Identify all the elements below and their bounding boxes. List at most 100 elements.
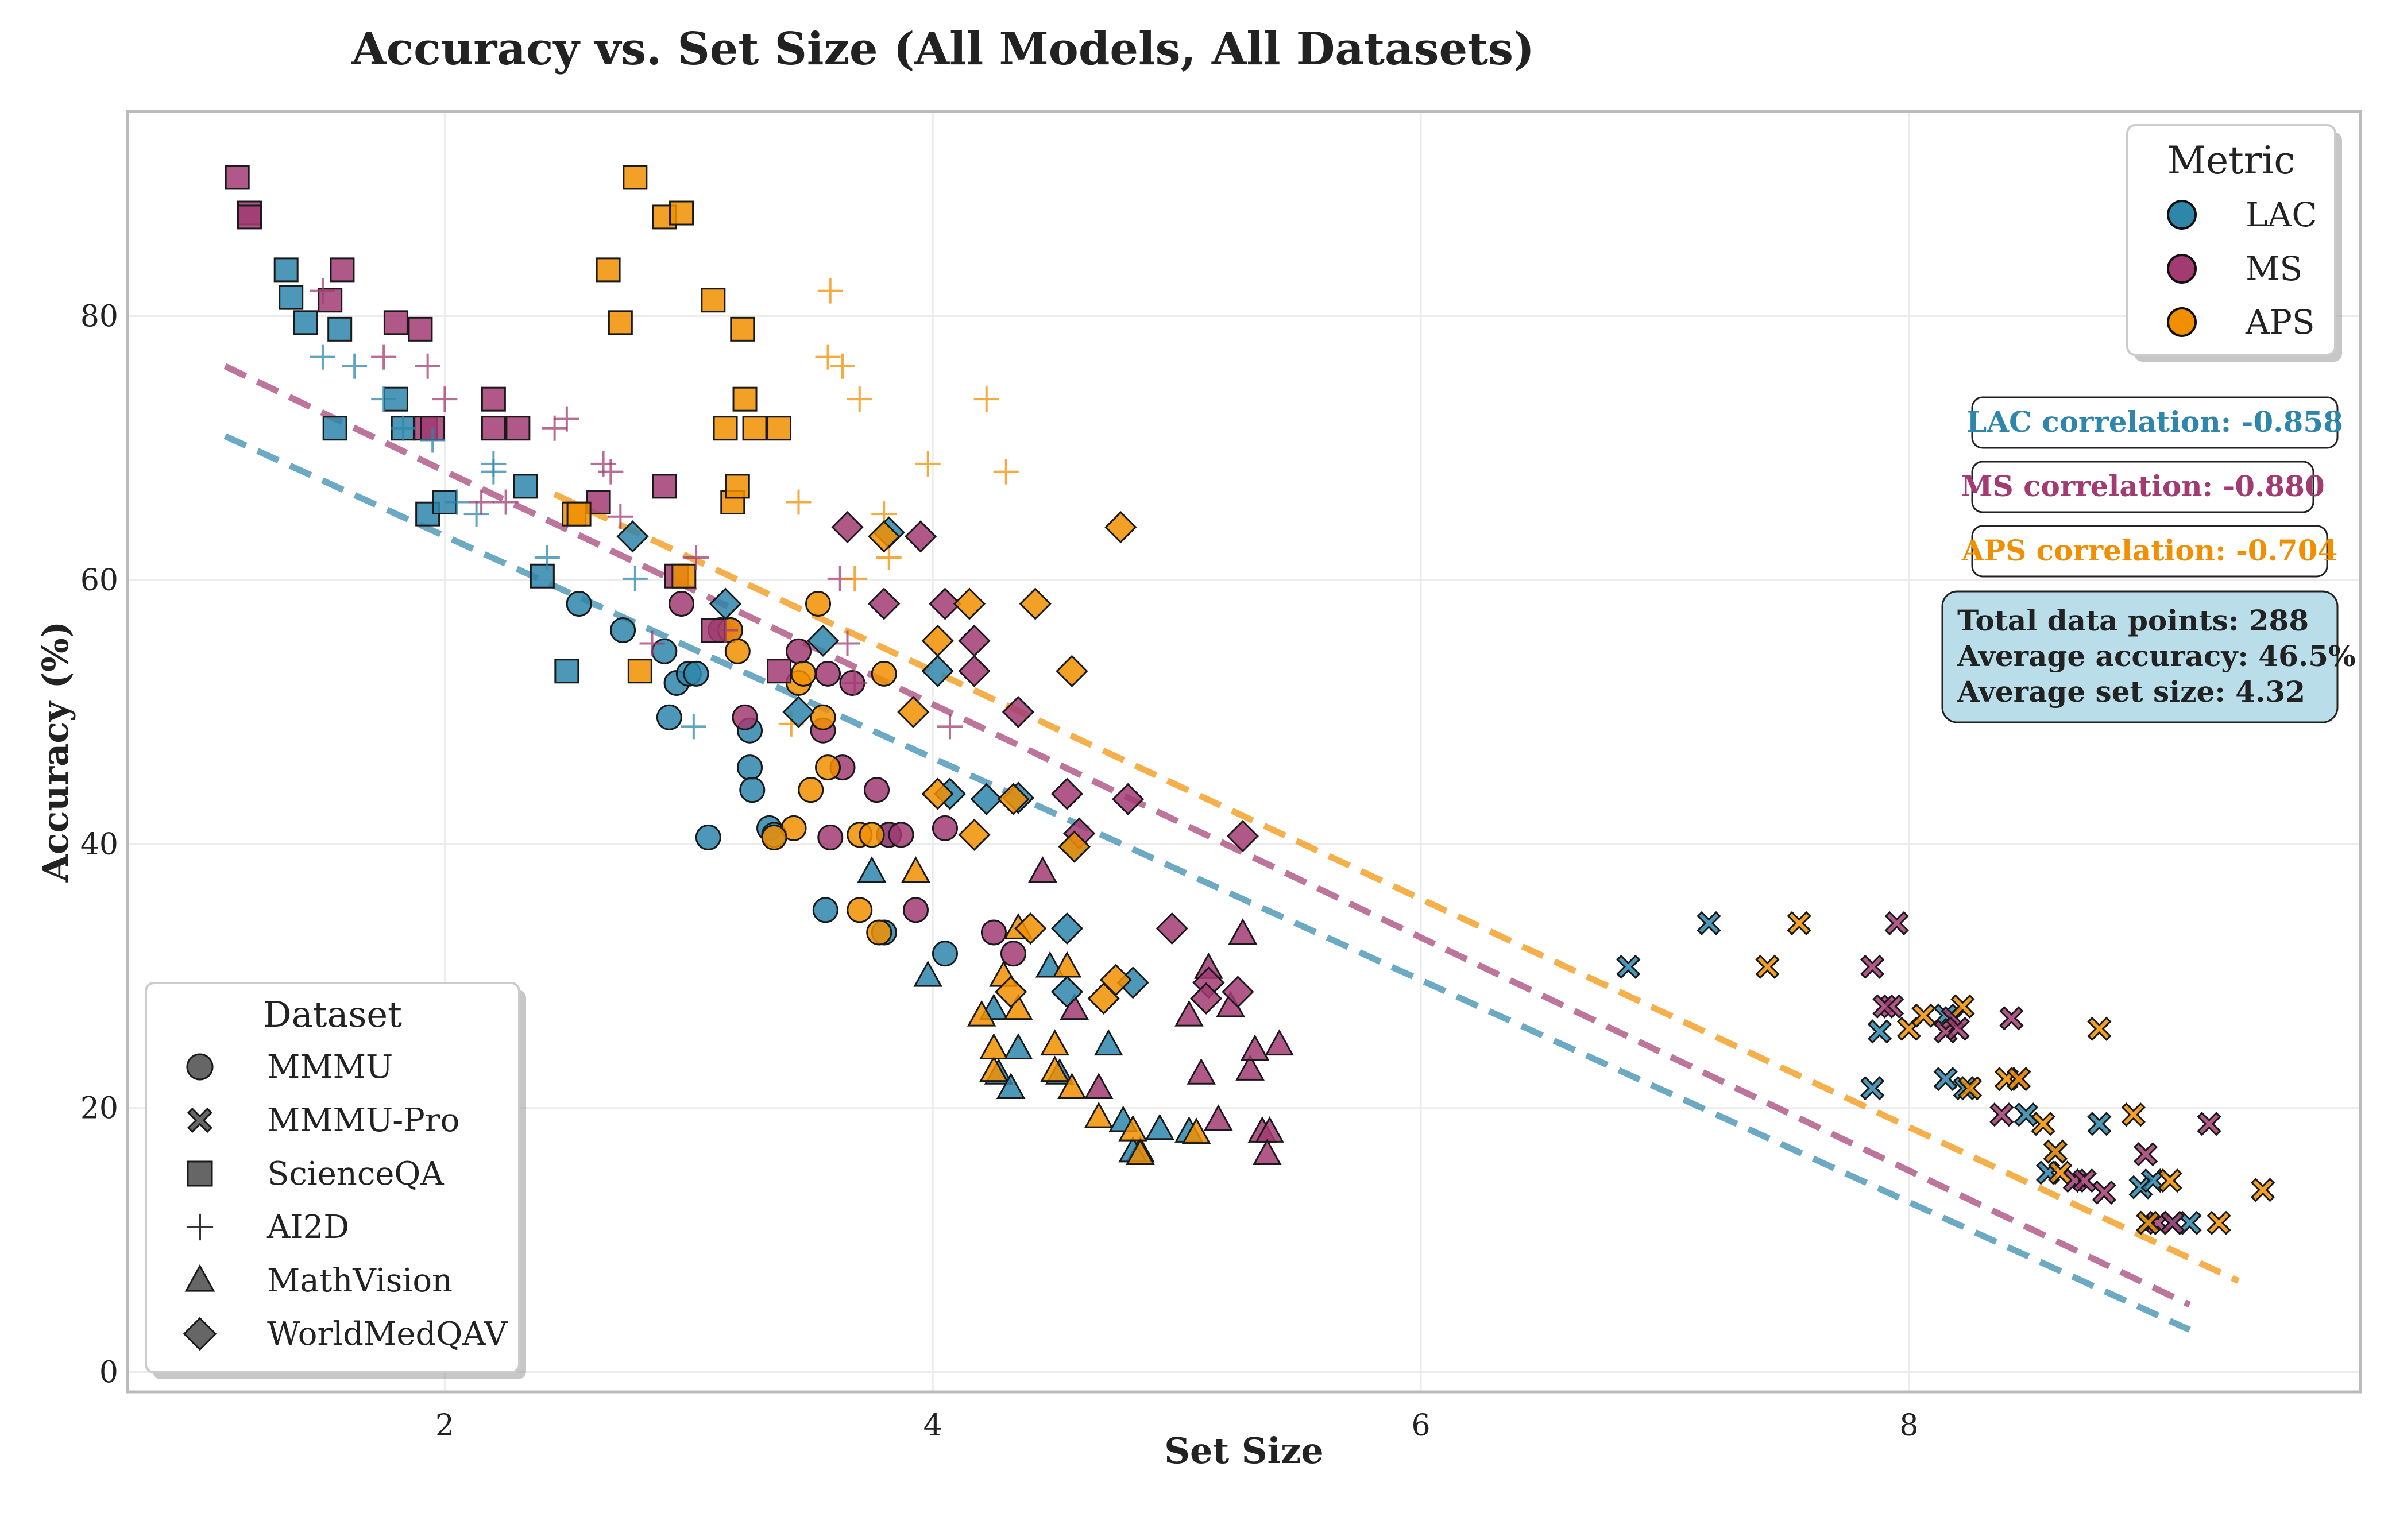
point-lac-ai2d [391,415,416,441]
point-ms-ai2d [432,386,458,412]
point-aps-mmmu-pro [2121,1102,2146,1127]
point-aps-scienceqa [566,501,592,527]
point-ms-mmmu-pro [2072,1168,2097,1193]
point-aps-mmmu-pro [2087,1016,2112,1041]
point-lac-worldmedqav [970,783,1003,815]
point-lac-scienceqa [273,257,299,283]
point-ms-worldmedqav [1112,783,1145,815]
point-lac-mathvision [857,856,887,883]
point-aps-worldmedqav [1019,587,1052,620]
point-ms-mmmu [863,777,890,803]
dataset-legend-box [145,982,520,1373]
point-aps-mmmu [866,919,892,946]
point-lac-worldmedqav [1050,976,1084,1008]
point-aps-mmmu [724,638,751,664]
data-points [225,165,2275,1235]
ms-correlation-annotation: MS correlation: -0.880 [1961,461,2325,513]
point-aps-scienceqa [730,316,755,342]
legend-dataset-label: MathVision [267,1262,453,1299]
point-aps-mmmu-pro [1755,954,1780,979]
legend-diamond-marker [183,1317,217,1351]
point-aps-ai2d [830,353,856,379]
point-ms-ai2d [493,489,519,515]
point-lac-mmmu [656,704,682,730]
point-lac-mathvision [1093,1029,1123,1056]
plot-frame [126,110,2362,1394]
point-ms-worldmedqav [904,520,937,553]
point-lac-mmmu-pro [2177,1210,2202,1235]
point-aps-mmmu-pro [2250,1178,2275,1202]
y-axis-label: Accuracy (%) [34,621,76,883]
legend-triangle-marker [184,1264,215,1292]
point-lac-ai2d [310,344,335,370]
point-ms-mathvision [1028,856,1057,883]
point-ms-ai2d [834,630,860,656]
point-aps-scienceqa [671,563,697,589]
point-ms-ai2d [415,353,440,379]
dataset-legend-title: Dataset [263,993,402,1035]
y-tick-label: 0 [99,1356,118,1390]
point-ms-ai2d [310,278,335,304]
y-tick-label: 20 [80,1092,118,1126]
point-aps-mmmu-pro [2048,1160,2073,1185]
point-ms-worldmedqav [1050,777,1084,810]
point-ms-scienceqa [408,316,433,342]
point-aps-worldmedqav [953,587,986,620]
point-aps-mmmu-pro [2136,1210,2161,1235]
point-ms-scienceqa [481,416,506,441]
point-lac-mmmu [739,777,766,803]
point-lac-ai2d [534,545,560,571]
point-aps-mathvision [1118,1115,1148,1142]
point-ms-mmmu [732,704,758,730]
point-aps-worldmedqav [897,695,930,729]
point-aps-mmmu-pro [1787,911,1811,935]
point-aps-worldmedqav [921,777,954,810]
point-aps-mathvision [967,1000,996,1027]
point-aps-worldmedqav [1099,964,1133,996]
point-lac-mmmu-pro [2014,1102,2038,1127]
y-tick-label: 60 [80,563,118,598]
legend-square-marker [187,1160,213,1187]
point-aps-mmmu [871,660,897,687]
point-ms-ai2d [937,714,963,740]
point-ms-scienceqa [505,416,531,441]
ms-correlation-text: MS correlation: -0.880 [1961,469,2325,503]
point-ms-mathvision [1255,1116,1284,1143]
point-aps-mathvision [1040,1055,1070,1082]
point-ms-scienceqa [225,165,250,190]
point-aps-scienceqa [701,288,726,313]
point-aps-worldmedqav [921,624,954,657]
metric-legend-title: Metric [2167,138,2296,183]
point-ms-worldmedqav [1222,976,1254,1008]
point-aps-mmmu [790,660,817,687]
chart-title: Accuracy vs. Set Size (All Models, All D… [351,23,1535,75]
point-aps-mmmu [859,822,885,848]
point-aps-mathvision [1126,1139,1155,1165]
point-ms-ai2d [608,504,633,529]
point-ms-mmmu-pro [1989,1102,2014,1127]
point-lac-mmmu [683,660,709,687]
point-ms-mathvision [1228,918,1258,945]
point-ms-mmmu-pro [2197,1112,2221,1136]
point-ms-mmmu [888,822,914,848]
point-ms-worldmedqav [929,587,961,620]
ms-correlation-box [1971,461,2314,513]
y-axis-ticks: 0 20 40 60 80 [80,299,118,1390]
stats-avg-set-size: Average set size: 4.32 [1957,675,2305,709]
metric-legend-box [2126,124,2336,356]
point-aps-mathvision [1181,1117,1211,1144]
point-aps-ai2d [915,451,941,477]
point-ms-ai2d [469,489,494,515]
point-lac-mmmu-pro [1860,1076,1885,1101]
point-ms-mathvision [1253,1139,1282,1165]
legend-ms-label: MS [2246,249,2302,288]
point-lac-ai2d [420,427,446,453]
lac-correlation-annotation: LAC correlation: -0.858 [1966,396,2343,449]
point-ms-mathvision [1204,1104,1233,1131]
point-aps-scienceqa [669,200,694,226]
point-ms-mathvision [1084,1073,1114,1100]
point-ms-ai2d [598,459,624,485]
point-aps-worldmedqav [997,783,1030,815]
point-aps-mmmu [847,897,873,923]
